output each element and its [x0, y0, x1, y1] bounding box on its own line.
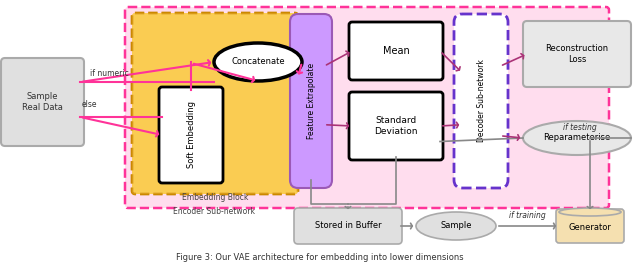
FancyBboxPatch shape [132, 13, 298, 194]
Text: Encoder Sub-network: Encoder Sub-network [173, 207, 255, 216]
Text: Sample: Sample [440, 221, 472, 230]
Text: else: else [82, 100, 97, 109]
Text: Reparameterise: Reparameterise [543, 133, 611, 143]
Ellipse shape [416, 212, 496, 240]
FancyBboxPatch shape [1, 58, 84, 146]
FancyBboxPatch shape [125, 7, 609, 208]
FancyBboxPatch shape [294, 208, 402, 244]
FancyBboxPatch shape [159, 87, 223, 183]
Ellipse shape [523, 121, 631, 155]
Text: Generator: Generator [568, 222, 611, 232]
Text: if testing: if testing [563, 123, 597, 132]
FancyBboxPatch shape [349, 92, 443, 160]
FancyBboxPatch shape [556, 209, 624, 243]
FancyBboxPatch shape [290, 14, 332, 188]
Text: if training: if training [509, 211, 546, 220]
Text: Stored in Buffer: Stored in Buffer [315, 221, 381, 230]
Text: Feature Extrapolate: Feature Extrapolate [307, 63, 316, 139]
Text: Figure 3: Our VAE architecture for embedding into lower dimensions: Figure 3: Our VAE architecture for embed… [176, 254, 464, 262]
FancyBboxPatch shape [454, 14, 508, 188]
Text: Mean: Mean [383, 46, 410, 56]
Text: Soft Embedding: Soft Embedding [186, 102, 195, 169]
FancyBboxPatch shape [132, 13, 298, 194]
Text: Sample
Real Data: Sample Real Data [22, 92, 63, 112]
Text: Standard
Deviation: Standard Deviation [374, 116, 418, 136]
Text: Decoder Sub-network: Decoder Sub-network [477, 59, 486, 142]
Ellipse shape [214, 43, 302, 81]
Text: Reconstruction
Loss: Reconstruction Loss [545, 44, 609, 64]
Ellipse shape [559, 208, 621, 216]
FancyBboxPatch shape [523, 21, 631, 87]
Text: Embedding Block: Embedding Block [182, 193, 248, 202]
Text: if numeric: if numeric [90, 69, 129, 78]
Text: Concatenate: Concatenate [231, 58, 285, 66]
FancyBboxPatch shape [349, 22, 443, 80]
